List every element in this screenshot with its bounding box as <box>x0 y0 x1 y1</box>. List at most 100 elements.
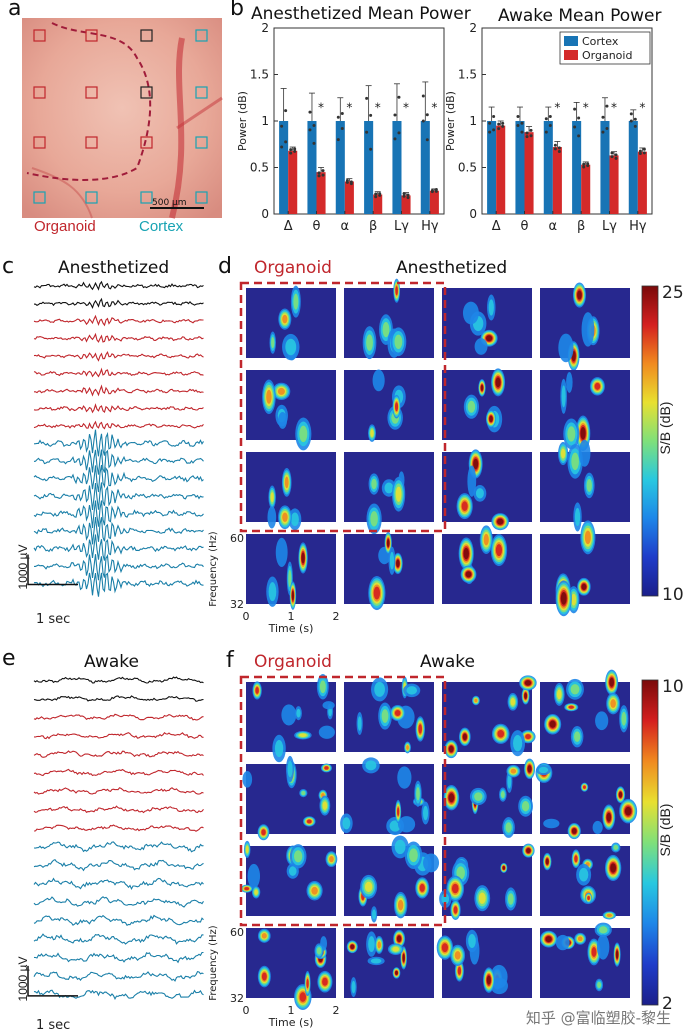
x-tick-label: β <box>577 219 585 234</box>
legend-entry: Cortex <box>582 35 619 48</box>
spectral-blob <box>510 697 516 706</box>
spectral-blob <box>574 731 581 743</box>
spectral-blob <box>306 978 309 989</box>
data-point <box>573 107 577 111</box>
data-point <box>421 94 425 98</box>
panel-e-scale-t: 1 sec <box>36 1018 71 1033</box>
panel-f-label: f <box>226 648 234 673</box>
spectral-blob <box>372 369 385 392</box>
spectral-blob <box>291 590 295 601</box>
y-tick-label: 0.5 <box>250 161 269 175</box>
data-point <box>610 155 614 159</box>
bar-organoid <box>288 150 298 214</box>
lfp-trace <box>33 787 204 795</box>
data-point <box>293 149 297 153</box>
spectral-blob <box>306 819 312 824</box>
lfp-trace <box>33 951 204 964</box>
spectral-blob <box>370 429 374 437</box>
scale-bar-label: 500 µm <box>152 198 187 208</box>
spectral-blob <box>394 334 403 349</box>
spectral-blob <box>474 338 488 355</box>
spectral-blob <box>480 384 484 391</box>
lfp-trace <box>33 933 204 945</box>
lfp-trace <box>33 841 204 853</box>
lfp-trace <box>33 280 204 291</box>
significance-marker: * <box>583 101 589 115</box>
panel-d-label: d <box>218 254 232 279</box>
spectral-blob <box>268 582 277 602</box>
spectral-blob <box>244 887 250 891</box>
scale-bar <box>27 965 78 997</box>
x-tick-label: Hγ <box>629 219 647 234</box>
lfp-trace <box>33 824 204 832</box>
spectral-blob <box>384 482 394 494</box>
data-point <box>492 115 496 119</box>
spectral-blob <box>488 299 494 316</box>
spectral-blob <box>364 881 373 893</box>
colorbar-d-label: S/B (dB) <box>657 401 673 455</box>
y-axis-label: Power (dB) <box>444 91 457 151</box>
spectral-blob <box>255 687 259 694</box>
spectro-y-label: Frequency (Hz) <box>208 531 219 607</box>
data-point <box>317 171 321 175</box>
y-tick-label: 0 <box>469 207 477 221</box>
data-point <box>336 138 340 142</box>
spectro-y-tick: 32 <box>230 992 244 1005</box>
data-point <box>605 126 609 130</box>
spectral-blob <box>467 465 477 497</box>
traces-awake <box>27 676 204 1001</box>
spectral-blob <box>394 710 401 717</box>
data-point <box>557 150 561 154</box>
spectral-blob <box>574 507 581 527</box>
colorbar-anesthetized: 25 10 <box>641 283 684 605</box>
data-point <box>397 95 401 99</box>
spectral-blob <box>461 501 468 512</box>
data-point <box>642 147 646 151</box>
data-point <box>402 192 406 196</box>
data-point <box>284 109 288 113</box>
significance-marker: * <box>403 101 409 115</box>
data-point <box>601 130 605 134</box>
significance-marker: * <box>554 101 560 115</box>
lfp-trace <box>33 449 204 475</box>
spectral-blob <box>451 883 459 894</box>
data-point <box>544 130 548 134</box>
electrode-marker <box>140 191 153 204</box>
data-point <box>365 130 369 134</box>
spectral-blob <box>374 681 385 697</box>
x-tick-label: α <box>549 219 558 234</box>
spectral-blob <box>591 946 597 957</box>
spectral-blob <box>490 964 508 989</box>
spectral-blob <box>296 708 301 718</box>
spectral-blob <box>483 533 489 546</box>
y-tick-label: 0 <box>261 207 269 221</box>
colorbar-gradient <box>641 679 659 1006</box>
electrode-marker <box>140 29 153 42</box>
legend-organoid-label: Organoid <box>34 218 96 235</box>
spectral-blob <box>505 822 512 833</box>
panel-e-scale-v: 1000 µV <box>16 956 30 1002</box>
spectral-blob <box>245 845 249 854</box>
bar-chart-awake: 0 0.5 1 1.5 2 Power (dB) Δ θ * α * β * Lγ * Hγ CortexOrg… <box>444 21 653 234</box>
spectral-blob <box>418 724 423 734</box>
spectral-blob <box>441 893 450 905</box>
panel-d-organoid-label: Organoid <box>254 258 332 278</box>
spectro-x-label: Time (s) <box>268 1016 314 1029</box>
data-point <box>501 121 505 125</box>
bar-cortex <box>279 121 289 214</box>
bar-organoid <box>429 190 439 214</box>
data-point <box>614 153 618 157</box>
spectral-blob <box>389 551 395 570</box>
electrode-marker <box>33 136 46 149</box>
data-point <box>402 194 406 198</box>
spectro-x-tick: 0 <box>243 610 250 623</box>
data-point <box>425 138 429 142</box>
spectral-blob <box>473 458 479 470</box>
spectral-blob <box>322 701 335 710</box>
spectral-blob <box>478 892 486 904</box>
lfp-trace <box>33 332 204 343</box>
spectro-x-tick: 2 <box>333 1004 340 1017</box>
lfp-trace <box>33 367 204 378</box>
spectral-blob <box>381 709 389 723</box>
lfp-trace <box>33 464 204 493</box>
